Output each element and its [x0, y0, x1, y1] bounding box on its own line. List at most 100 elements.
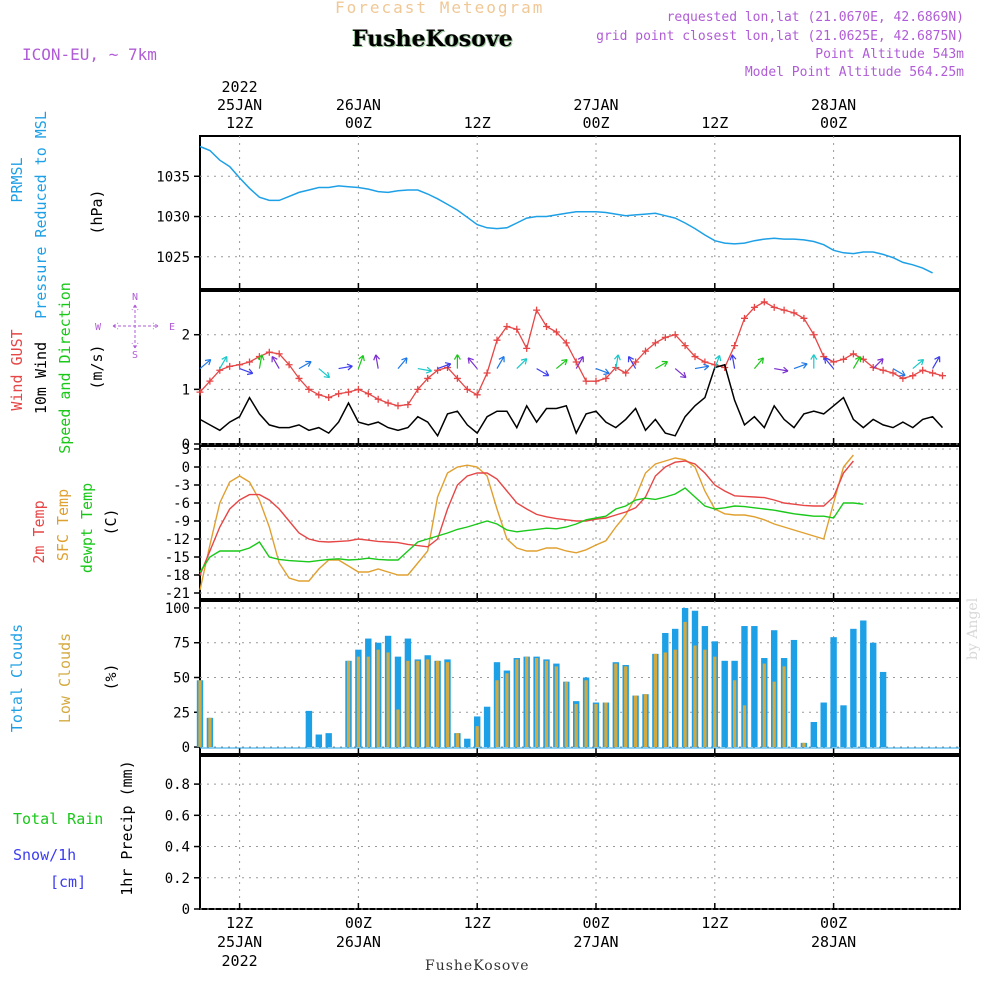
low-cloud-bar: [663, 652, 667, 748]
low-cloud-bar: [515, 659, 519, 748]
wind-arrow-head: [542, 370, 550, 377]
low-cloud-bar: [693, 645, 697, 748]
compass-arrows: [112, 304, 159, 349]
bottom-time-label-date: 28JAN: [811, 933, 856, 951]
bottom-time-label-hour: 12Z: [464, 914, 491, 932]
wind-arrow-head: [782, 366, 789, 374]
wind-gust-marker: [622, 369, 630, 377]
pressure-label-1: PRMSL: [8, 157, 26, 202]
top-time-label-year: 2022: [222, 78, 258, 96]
panel-precip: 0 0.2 0.4 0.6 0.8: [165, 755, 961, 918]
wind-gust-marker: [414, 385, 422, 393]
low-cloud-bar: [505, 673, 509, 748]
wind-direction-arrow: [496, 356, 505, 369]
panel-wind: 0 1 2: [182, 290, 961, 453]
bottom-time-label-hour: 00Z: [582, 914, 609, 932]
wind-gust-marker: [731, 342, 739, 350]
wind-gust-marker: [760, 298, 768, 306]
sfc-temp-label: SFC Temp: [54, 489, 72, 561]
wind-arrow-head: [577, 355, 584, 363]
wind-arrow-head: [358, 354, 365, 362]
pressure-line: [199, 145, 933, 274]
precip-unit: 1hr Precip (mm): [118, 760, 136, 895]
low-cloud-bar: [653, 653, 657, 748]
wind-direction-arrow: [694, 365, 709, 370]
wind-gust-marker: [572, 358, 580, 366]
wind-gust-marker: [384, 399, 392, 407]
low-cloud-bar: [208, 717, 212, 748]
wind-arrow-head: [221, 355, 228, 363]
panel-frame: [199, 135, 961, 290]
wind-gust-marker: [364, 390, 372, 398]
wind-arrow-head: [729, 354, 737, 361]
wind-gust-marker: [196, 388, 204, 396]
low-cloud-bar: [772, 681, 776, 748]
total-cloud-bar: [850, 628, 857, 748]
low-cloud-bar: [356, 656, 360, 748]
wind-speed-line: [199, 363, 944, 438]
wind-direction-arrow: [437, 363, 451, 370]
wind-gust-marker: [226, 362, 234, 370]
wind-direction-arrow: [516, 358, 528, 370]
low-cloud-bar: [643, 694, 648, 748]
low-cloud-bar: [346, 660, 351, 748]
sfc-temp-line: [199, 454, 854, 591]
y-tick-label: -21: [165, 586, 190, 602]
bottom-time-label-year: 2022: [222, 952, 258, 970]
bottom-time-label-date: 26JAN: [336, 933, 381, 951]
wind-direction-arrow: [318, 368, 330, 379]
wind-gust-marker: [236, 361, 244, 369]
wind-arrow-head: [204, 359, 212, 366]
y-tick-label: -9: [173, 514, 190, 530]
wind-gust-marker: [651, 339, 659, 347]
y-tick-label: 0.2: [165, 871, 190, 887]
low-cloud-bar: [366, 656, 370, 748]
gust-label: Wind GUST: [8, 329, 26, 410]
wind-gust-marker: [424, 374, 432, 382]
wind-arrow-head: [257, 354, 265, 361]
panel-frame: [199, 290, 961, 445]
wind-gust-marker: [929, 369, 937, 377]
wind-direction-arrow: [258, 354, 263, 369]
bottom-time-label-date: 25JAN: [217, 933, 262, 951]
low-cloud-bar: [475, 726, 479, 748]
top-time-label-hour: 00Z: [820, 114, 847, 132]
total-clouds-label: Total Clouds: [8, 624, 26, 732]
total-cloud-bar: [810, 722, 817, 748]
wind-gust-marker: [939, 372, 946, 380]
wind-gust-marker: [503, 323, 511, 331]
pressure-label-2: Pressure Reduced to MSL: [32, 111, 50, 319]
total-cloud-bar: [820, 702, 827, 748]
panel-frame: [199, 445, 961, 600]
low-cloud-bar: [742, 705, 747, 748]
total-cloud-bar: [870, 642, 877, 748]
total-cloud-bar: [860, 620, 867, 748]
wind-gust-marker: [770, 303, 778, 311]
wind-gust-marker: [879, 366, 887, 374]
top-time-label-hour: 00Z: [345, 114, 372, 132]
compass-w: W: [95, 322, 102, 333]
compass-e: E: [169, 322, 175, 333]
compass-s: S: [132, 350, 138, 361]
low-clouds-label: Low Clouds: [56, 633, 74, 723]
wind-gust-marker: [374, 395, 382, 403]
wind-arrow-head: [801, 362, 808, 369]
wind-arrow-head: [453, 354, 461, 360]
total-cloud-bar: [315, 734, 322, 748]
wind-gust-marker: [661, 333, 669, 341]
wind-gust-marker: [602, 374, 610, 382]
bottom-time-label-hour: 00Z: [345, 914, 372, 932]
wind-direction-arrow: [615, 354, 619, 369]
wind-direction-arrow: [219, 356, 228, 369]
low-cloud-bar: [594, 703, 598, 748]
wind-direction-arrow: [872, 358, 884, 370]
rain-label: Total Rain: [13, 810, 103, 828]
wind-gust-marker: [840, 355, 847, 363]
wind-direction-arrow: [774, 368, 789, 372]
wind-gust-marker: [830, 358, 838, 366]
top-time-label-hour: 12Z: [701, 114, 728, 132]
y-tick-label: 1030: [156, 210, 190, 226]
total-cloud-bar: [830, 637, 837, 748]
top-time-label-date: 26JAN: [336, 96, 381, 114]
wind-direction-arrow: [793, 363, 808, 370]
